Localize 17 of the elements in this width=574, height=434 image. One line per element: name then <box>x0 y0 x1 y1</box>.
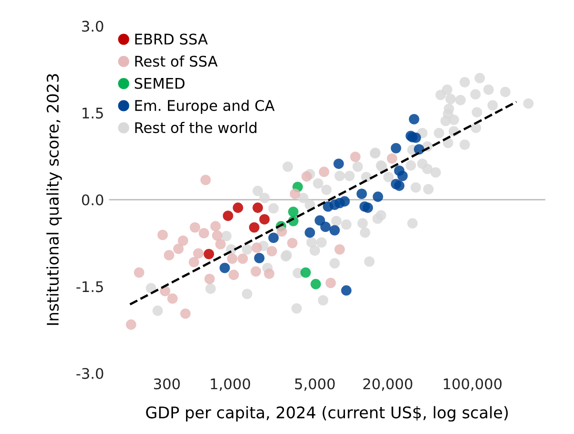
y-tick-label: -1.5 <box>76 281 103 292</box>
legend-label: SEMED <box>134 78 184 89</box>
y-tick-label: -3.0 <box>76 368 104 379</box>
legend-label: Rest of the world <box>135 122 256 134</box>
legend-label: Rest of SSA <box>135 55 218 67</box>
y-tick-label: 3.0 <box>82 20 104 32</box>
legend-label: Em. Europe and CA <box>135 100 275 114</box>
x-axis-title: GDP per capita, 2024 (current US$, log scale) <box>146 406 508 422</box>
y-tick-label: 0.0 <box>82 194 104 206</box>
x-tick-label: 20,000 <box>363 378 412 391</box>
x-tick-label: 1,000 <box>210 378 250 391</box>
x-tick-label: 5,000 <box>295 378 335 391</box>
legend-label: EBRD SSA <box>135 34 208 45</box>
y-axis-title: Institutional quality score, 2023 <box>46 74 62 325</box>
x-tick-label: 300 <box>154 378 180 390</box>
x-tick-label: 100,000 <box>444 378 502 391</box>
y-tick-label: 1.5 <box>82 108 103 119</box>
